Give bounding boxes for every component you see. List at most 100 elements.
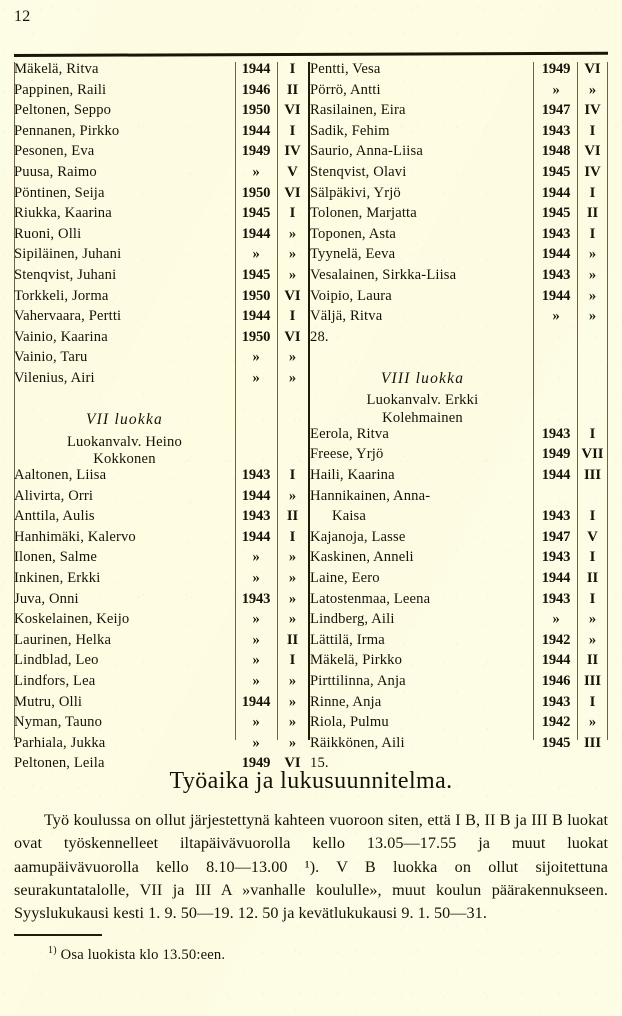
student-class: I [589, 184, 596, 201]
table-row: Ruoni, Olli 1944 » [14, 227, 308, 248]
student-name: Stenqvist, Olavi [310, 163, 407, 180]
rule-left-class [277, 62, 278, 740]
rule-center [308, 62, 310, 740]
student-name: Pentti, Vesa [310, 61, 381, 77]
student-year: 1943 [541, 425, 571, 442]
table-row: Voipio, Laura 1944 » [310, 287, 608, 310]
table-row: Vainio, Kaarina 1950 VI [14, 330, 308, 351]
table-row: Pappinen, Raili 1946 II [14, 82, 308, 104]
roster-left-panel: Mäkelä, Ritva 1944 I Pappinen, Raili 1946 II… [14, 62, 308, 771]
footnote-body: Osa luokista klo 13.50:een. [56, 946, 226, 963]
student-class: V [587, 528, 598, 545]
student-year: 1943 [241, 467, 271, 484]
student-year: 1945 [241, 266, 271, 283]
section-supervisor-line-1: Luokanvalv. Heino [66, 433, 183, 450]
table-row: Lättilä, Irma 1942 » [310, 633, 608, 654]
table-row: Räikkönen, Aili 1945 III [310, 736, 608, 757]
student-class: I [589, 693, 596, 710]
student-year: 1947 [541, 102, 571, 119]
table-row: Lindblad, Leo » I [14, 653, 308, 674]
table-row: Pentti, Vesa 1949 VI [310, 62, 608, 83]
student-year: 1949 [241, 755, 271, 772]
student-name: Koskelainen, Keijo [14, 611, 130, 628]
rule-right-year [533, 62, 534, 740]
rule-right-border [607, 62, 608, 740]
student-name: Laurinen, Helka [14, 631, 112, 648]
section-count: 15. [310, 755, 329, 772]
student-year: 1944 [541, 246, 571, 263]
roster-left-continued-body: Mäkelä, Ritva 1944 I Pappinen, Raili 1946 II… [14, 62, 308, 777]
student-class: » [588, 266, 597, 283]
student-class: » [588, 714, 597, 731]
roster-right-continued-body: Pentti, Vesa 1949 VI Pörrö, Antti»» Rasila… [310, 62, 608, 777]
student-class: » [288, 672, 297, 689]
student-year: » [552, 308, 560, 325]
student-name: Pöntinen, Seija [14, 184, 105, 201]
student-year: 1945 [541, 163, 571, 180]
student-year: » [252, 631, 260, 648]
student-class: » [588, 81, 597, 98]
student-year: 1944 [541, 184, 571, 201]
table-row: Pöntinen, Seija 1950 VI [14, 184, 308, 207]
student-year: 1945 [541, 205, 571, 222]
student-year: 1949 [541, 61, 571, 77]
student-name: Torkkeli, Jorma [14, 287, 109, 304]
student-year: 1943 [541, 508, 571, 525]
student-name: Vilenius, Airi [14, 369, 95, 386]
student-name: Vainio, Taru [14, 349, 88, 366]
student-name: Vainio, Kaarina [14, 328, 108, 345]
student-name: Mäkelä, Ritva [14, 61, 99, 77]
student-name: Hannikainen, Anna- [310, 487, 431, 504]
student-name: Lindblad, Leo [14, 652, 99, 669]
section-gap [14, 392, 308, 413]
table-row: Tolonen, Marjatta 1945 II [310, 206, 608, 227]
student-class: VI [284, 287, 301, 304]
student-name: Inkinen, Erkki [14, 570, 101, 586]
student-name: Lindfors, Lea [14, 672, 96, 689]
student-name: Aaltonen, Liisa [14, 467, 107, 484]
student-class: III [583, 672, 602, 689]
section-supervisor-line-2: Kokkonen [93, 450, 156, 467]
roster-table-zone: Mäkelä, Ritva 1944 I Pappinen, Raili 1946 II… [14, 62, 608, 771]
student-year: » [252, 570, 260, 586]
student-year: 1950 [241, 287, 271, 304]
student-year: 1947 [541, 528, 571, 545]
student-year: » [252, 163, 260, 180]
student-class: » [588, 611, 597, 628]
student-class: » [288, 693, 297, 710]
table-row: Alivirta, Orri 1944 » [14, 488, 308, 510]
table-row: Vahervaara, Pertti 1944 I [14, 309, 308, 330]
student-class: » [288, 549, 297, 566]
roster-left-table: Mäkelä, Ritva 1944 I Pappinen, Raili 1946 II… [14, 62, 308, 777]
student-year: 1944 [541, 570, 571, 586]
student-class: » [288, 369, 297, 386]
student-class: VI [584, 61, 601, 77]
footnote-text: 1) Osa luokista klo 13.50:een. [14, 945, 608, 964]
student-class: II [286, 508, 299, 525]
section-header-right: VIII luokka Luokanvalv. Erkki Kolehmaine… [310, 371, 535, 427]
student-year: 1944 [541, 287, 571, 304]
table-row: Lindfors, Lea » » [14, 674, 308, 695]
student-year: » [552, 611, 560, 628]
student-name: Ruoni, Olli [14, 225, 82, 242]
table-row: Pirttilinna, Anja 1946 III [310, 674, 608, 695]
article-block: Työaika ja lukusuunnitelma. Työ koulussa… [14, 768, 608, 964]
table-row: Riola, Pulmu 1942 » [310, 715, 608, 736]
student-name: Riukka, Kaarina [14, 205, 112, 222]
table-row: Peltonen, Seppo 1950 VI [14, 103, 308, 124]
student-year: 1943 [541, 225, 571, 242]
student-class: » [288, 611, 297, 628]
student-name: Ilonen, Salme [14, 549, 98, 566]
table-row: Hanhimäki, Kalervo 1944 I [14, 530, 308, 551]
student-class: VI [284, 328, 301, 345]
student-name: Eerola, Ritva [310, 425, 389, 442]
student-year: 1949 [241, 143, 271, 160]
student-name: Peltonen, Leila [14, 755, 105, 772]
section-class-title: VII luokka [86, 411, 163, 429]
table-row: Pörrö, Antti » » [310, 81, 608, 104]
student-class: V [287, 163, 298, 180]
student-year: 1950 [241, 102, 271, 119]
student-year: 1944 [241, 308, 271, 325]
student-name: Pesonen, Eva [14, 143, 95, 160]
